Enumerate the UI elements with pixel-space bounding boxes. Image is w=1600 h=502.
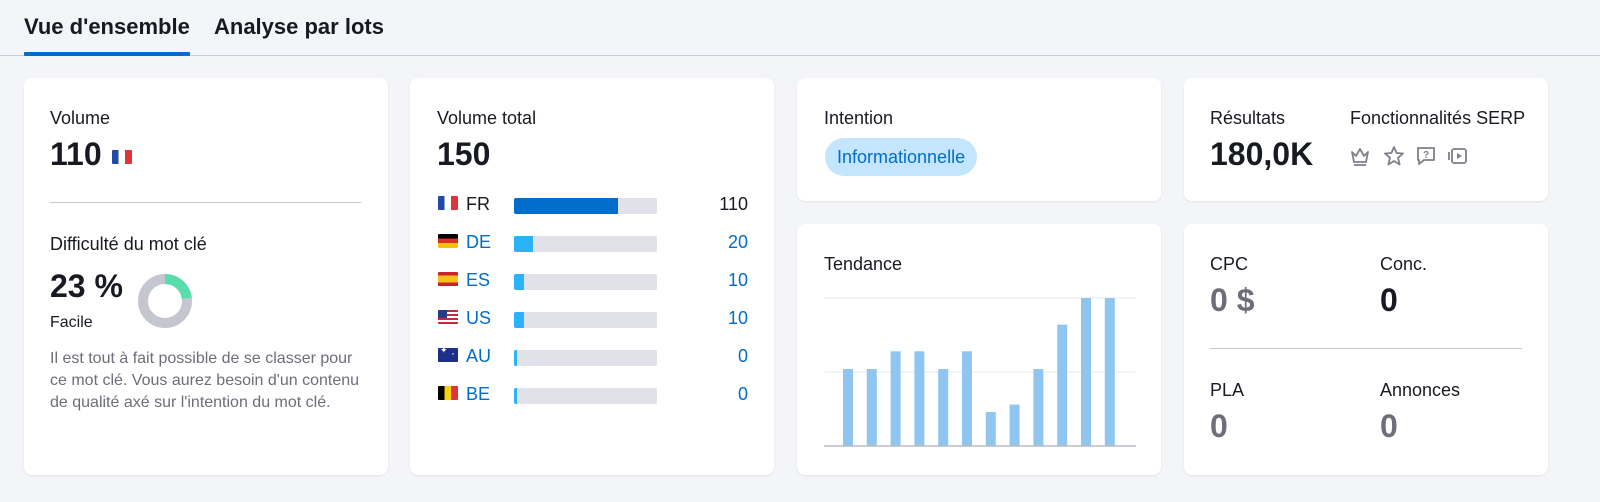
flag-de-icon — [438, 234, 458, 248]
country-share-bar — [514, 350, 657, 366]
trend-bar[interactable] — [1104, 298, 1115, 446]
country-row: BE 0 — [438, 384, 748, 408]
ads-label: Annonces — [1380, 380, 1461, 400]
country-share-fill — [514, 274, 524, 290]
country-share-fill — [514, 350, 517, 366]
results-value: 180,0K — [1210, 136, 1314, 172]
intent-label: Intention — [824, 108, 894, 128]
flag-us-icon — [438, 310, 458, 324]
difficulty-donut-chart — [138, 274, 192, 328]
country-volume[interactable]: 20 — [727, 232, 748, 252]
country-share-fill — [514, 312, 524, 328]
results-card: Résultats 180,0K Fonctionnalités SERP ? — [1184, 78, 1548, 201]
difficulty-description: Il est tout à fait possible de se classe… — [50, 350, 360, 411]
country-row: DE 20 — [438, 232, 748, 256]
trend-bar[interactable] — [1009, 404, 1020, 446]
trend-bar[interactable] — [985, 411, 996, 446]
country-code[interactable]: ES — [466, 270, 491, 290]
total-volume-label: Volume total — [437, 108, 537, 128]
country-row: FR 110 — [438, 194, 748, 218]
trend-bar[interactable] — [962, 351, 972, 446]
serp-features-label: Fonctionnalités SERP — [1350, 108, 1526, 128]
cpc-value: 0 $ — [1210, 282, 1255, 318]
country-share-bar — [514, 198, 657, 214]
difficulty-label: Difficulté du mot clé — [50, 234, 207, 254]
total-volume-card: Volume total 150 FR 110 DE 20 ES 10 US 10 AU 0 BE 0 — [410, 78, 774, 475]
country-volume[interactable]: 0 — [737, 384, 748, 404]
results-label: Résultats — [1210, 108, 1286, 128]
intent-badge[interactable]: Informationnelle — [825, 138, 978, 176]
flag-es-icon — [438, 272, 458, 286]
country-code: FR — [466, 194, 490, 214]
country-row: AU 0 — [438, 346, 748, 370]
star-icon[interactable] — [1382, 144, 1406, 168]
country-volume[interactable]: 10 — [727, 270, 748, 290]
country-share-bar — [514, 236, 657, 252]
trend-label: Tendance — [824, 254, 903, 274]
country-share-bar — [514, 312, 657, 328]
ads-value: 0 — [1380, 408, 1398, 444]
tab-batch-analysis[interactable]: Analyse par lots — [214, 14, 384, 39]
total-volume-value: 150 — [437, 136, 491, 172]
trend-bar[interactable] — [890, 351, 901, 446]
volume-label: Volume — [50, 108, 111, 128]
svg-text:?: ? — [1423, 150, 1429, 161]
country-row: ES 10 — [438, 270, 748, 294]
country-code[interactable]: BE — [466, 384, 491, 404]
donut-value-arc — [138, 274, 192, 328]
divider — [50, 202, 361, 203]
country-share-bar — [514, 388, 657, 404]
country-volume[interactable]: 10 — [727, 308, 748, 328]
country-share-fill — [514, 388, 517, 404]
flag-fr-icon — [438, 196, 458, 210]
difficulty-level: Facile — [50, 314, 93, 331]
country-volume: 110 — [719, 194, 748, 214]
competition-label: Conc. — [1380, 254, 1428, 274]
trend-bar[interactable] — [1081, 298, 1091, 446]
country-code[interactable]: US — [466, 308, 492, 328]
trend-bar[interactable] — [1033, 369, 1044, 446]
video-icon[interactable] — [1446, 144, 1470, 168]
country-share-bar — [514, 274, 657, 290]
cpc-label: CPC — [1210, 254, 1249, 274]
volume-value: 110 — [50, 136, 102, 172]
tab-overview[interactable]: Vue d'ensemble — [24, 14, 190, 56]
trend-bar[interactable] — [866, 369, 877, 446]
country-share-fill — [514, 198, 619, 214]
pla-label: PLA — [1210, 380, 1245, 400]
trend-bar[interactable] — [914, 351, 925, 446]
country-share-fill — [514, 236, 533, 252]
difficulty-value: 23 % — [50, 268, 123, 304]
divider — [1210, 348, 1522, 349]
trend-chart — [824, 297, 1136, 447]
trend-bar[interactable] — [1057, 324, 1068, 446]
faq-icon[interactable]: ? — [1414, 144, 1438, 168]
metrics-card: CPC 0 $ Conc. 0 PLA 0 Annonces 0 — [1184, 224, 1548, 475]
flag-fr-icon — [112, 150, 132, 164]
country-code[interactable]: DE — [466, 232, 492, 252]
competition-value: 0 — [1380, 282, 1398, 318]
intent-card: Intention Informationnelle — [797, 78, 1161, 201]
trend-bar[interactable] — [938, 369, 949, 446]
volume-card: Volume 110 Difficulté du mot clé 23 % Fa… — [24, 78, 388, 475]
country-code[interactable]: AU — [466, 346, 492, 366]
pla-value: 0 — [1210, 408, 1228, 444]
flag-be-icon — [438, 386, 458, 400]
country-volume[interactable]: 0 — [737, 346, 748, 366]
tab-bar: Vue d'ensemble Analyse par lots — [0, 0, 1600, 56]
country-row: US 10 — [438, 308, 748, 332]
trend-card: Tendance — [797, 224, 1161, 475]
crown-icon[interactable] — [1348, 144, 1372, 168]
flag-au-icon — [438, 348, 458, 362]
trend-bar[interactable] — [843, 369, 853, 446]
